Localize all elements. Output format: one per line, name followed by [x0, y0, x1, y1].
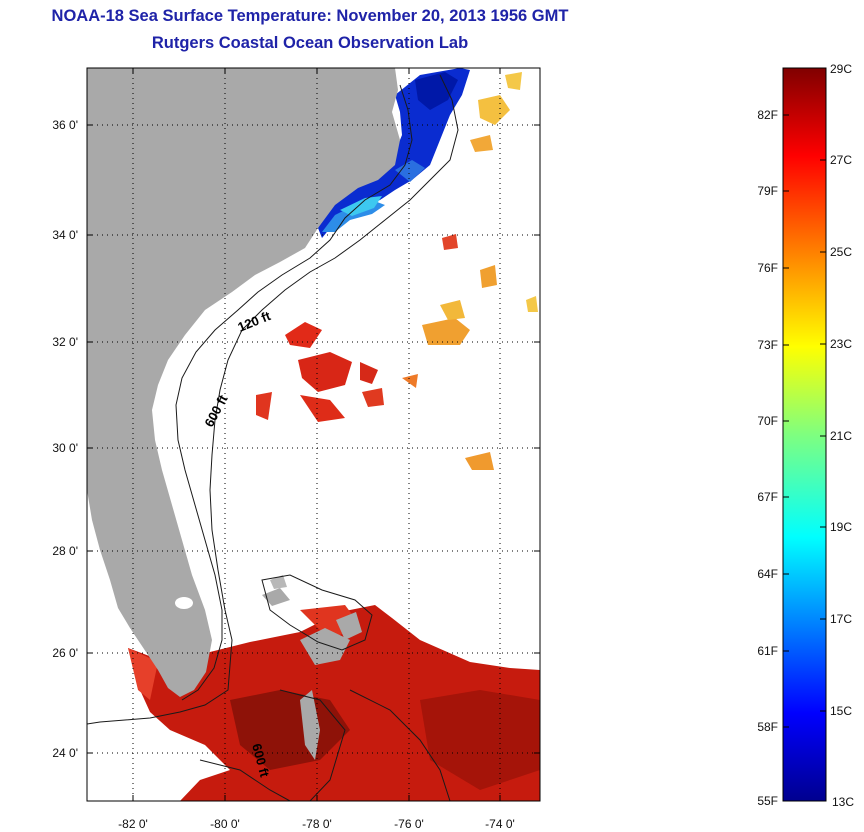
map-frame: [86, 67, 541, 802]
x-tick-label: -78 0': [302, 817, 332, 831]
x-axis-labels: -82 0' -80 0' -78 0' -76 0' -74 0': [118, 817, 515, 831]
colorbar-scale: [782, 67, 827, 802]
colorbar-label-c: 29C: [830, 62, 852, 76]
colorbar-label-c: 19C: [830, 520, 852, 534]
colorbar-label-f: 61F: [757, 644, 778, 658]
x-tick-label: -76 0': [394, 817, 424, 831]
colorbar-label-f: 67F: [757, 490, 778, 504]
y-tick-label: 34 0': [52, 228, 78, 242]
x-tick-label: -80 0': [210, 817, 240, 831]
colorbar-celsius-labels: 29C 27C 25C 23C 21C 19C 17C 15C 13C: [830, 62, 854, 809]
colorbar-label-f: 64F: [757, 567, 778, 581]
colorbar-label-c: 23C: [830, 337, 852, 351]
y-tick-label: 24 0': [52, 746, 78, 760]
colorbar-label-c: 27C: [830, 153, 852, 167]
x-tick-label: -74 0': [485, 817, 515, 831]
colorbar-label-f: 76F: [757, 261, 778, 275]
colorbar-label-c: 15C: [830, 704, 852, 718]
colorbar-fahrenheit-labels: 82F 79F 76F 73F 70F 67F 64F 61F 58F 55F: [757, 108, 778, 808]
colorbar-label-c: 25C: [830, 245, 852, 259]
map-panel: 120 ft 600 ft 600 ft: [87, 68, 540, 801]
colorbar-label-c: 17C: [830, 612, 852, 626]
y-tick-label: 28 0': [52, 544, 78, 558]
colorbar-label-f: 79F: [757, 184, 778, 198]
graticule: [87, 68, 540, 801]
y-tick-label: 26 0': [52, 646, 78, 660]
tick-marks: [87, 68, 540, 801]
colorbar-label-f: 73F: [757, 338, 778, 352]
land-layer: [87, 68, 400, 760]
map-title: NOAA-18 Sea Surface Temperature: Novembe…: [51, 7, 569, 25]
colorbar-label-f: 82F: [757, 108, 778, 122]
map-subtitle: Rutgers Coastal Ocean Observation Lab: [151, 34, 469, 52]
colorbar-label-f: 70F: [757, 414, 778, 428]
colorbar-label-c: 21C: [830, 429, 852, 443]
bathymetry-contours: [87, 74, 459, 801]
y-tick-label: 32 0': [52, 335, 78, 349]
colorbar-label-f: 55F: [757, 794, 778, 808]
colorbar-label-c: 13C: [832, 795, 854, 809]
y-tick-label: 36 0': [52, 118, 78, 132]
y-tick-label: 30 0': [52, 441, 78, 455]
x-tick-label: -82 0': [118, 817, 148, 831]
colorbar: 82F 79F 76F 73F 70F 67F 64F 61F 58F 55F …: [757, 62, 854, 809]
y-axis-labels: 36 0' 34 0' 32 0' 30 0' 28 0' 26 0' 24 0…: [52, 118, 78, 760]
colorbar-label-f: 58F: [757, 720, 778, 734]
